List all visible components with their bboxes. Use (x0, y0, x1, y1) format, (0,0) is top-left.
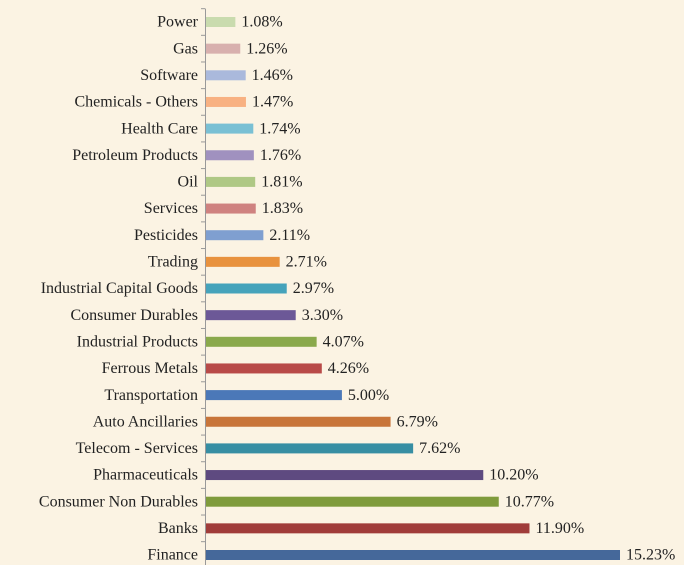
bar (206, 470, 484, 481)
category-label: Industrial Capital Goods (41, 280, 198, 297)
category-label: Oil (178, 174, 199, 191)
bar (206, 523, 530, 534)
value-label: 11.90% (535, 520, 584, 537)
value-label: 10.77% (505, 493, 554, 510)
value-label: 15.23% (626, 547, 675, 564)
category-label: Power (157, 14, 199, 31)
value-label: 1.26% (246, 40, 287, 57)
bar (206, 416, 391, 427)
value-label: 2.71% (286, 254, 327, 271)
bar (206, 203, 256, 214)
category-label: Petroleum Products (72, 147, 198, 164)
value-label: 1.46% (252, 67, 293, 84)
value-label: 1.76% (260, 147, 301, 164)
value-label: 1.47% (252, 94, 293, 111)
category-label: Consumer Non Durables (39, 493, 198, 510)
bar (206, 17, 236, 27)
value-label: 5.00% (348, 387, 389, 404)
category-label: Banks (158, 520, 198, 537)
bar (206, 150, 254, 161)
value-label: 1.08% (241, 14, 282, 31)
bar (206, 43, 241, 54)
bar (206, 283, 287, 294)
value-label: 1.74% (259, 120, 300, 137)
bar (206, 496, 499, 507)
value-label: 2.11% (269, 227, 310, 244)
bar (206, 336, 317, 347)
category-label: Software (140, 67, 198, 84)
category-label: Gas (173, 40, 198, 57)
bar (206, 256, 280, 267)
category-label: Transportation (104, 387, 198, 404)
value-label: 4.07% (323, 333, 364, 350)
category-label: Pesticides (134, 227, 198, 244)
value-label: 6.79% (397, 413, 438, 430)
bar (206, 310, 296, 321)
bar (206, 70, 246, 81)
bar (206, 123, 254, 134)
bar (206, 176, 256, 187)
category-label: Chemicals - Others (74, 94, 198, 111)
bar (206, 550, 620, 560)
category-label: Ferrous Metals (102, 360, 198, 377)
category-label: Auto Ancillaries (93, 413, 198, 430)
category-label: Consumer Durables (70, 307, 198, 324)
value-label: 4.26% (328, 360, 369, 377)
value-label: 10.20% (489, 467, 538, 484)
category-label: Telecom - Services (76, 440, 198, 457)
value-label: 3.30% (302, 307, 343, 324)
category-label: Health Care (121, 120, 198, 137)
value-label: 2.97% (293, 280, 334, 297)
bar (206, 96, 246, 107)
value-label: 7.62% (419, 440, 460, 457)
bar (206, 363, 322, 374)
bar (206, 230, 264, 241)
value-label: 1.81% (261, 174, 302, 191)
category-label: Industrial Products (77, 333, 198, 350)
category-label: Services (144, 200, 198, 217)
category-label: Trading (148, 254, 198, 271)
category-label: Pharmaceuticals (93, 467, 198, 484)
value-label: 1.83% (262, 200, 303, 217)
bar (206, 443, 414, 454)
bar (206, 390, 342, 401)
category-label: Finance (147, 547, 198, 564)
